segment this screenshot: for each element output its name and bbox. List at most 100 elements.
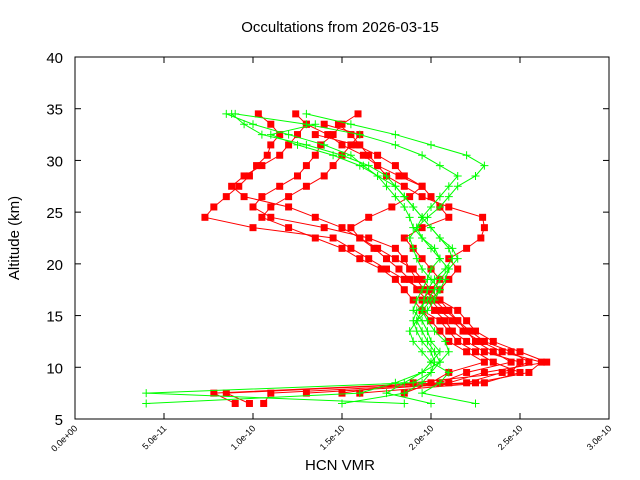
data-point [412,223,421,232]
data-point [480,348,488,356]
data-point [245,172,253,180]
x-tick-label: 1.0e-10 [229,423,258,452]
data-point [276,131,284,139]
data-point [448,327,456,335]
data-point [311,131,319,139]
data-point [448,254,457,263]
data-point [427,368,435,377]
y-tick-label: 25 [46,205,63,222]
data-point [444,368,453,377]
data-point [444,192,453,201]
data-point [311,234,319,242]
data-point [354,110,362,118]
data-point [359,151,367,159]
data-point [453,182,462,191]
data-point [142,389,151,398]
data-point [430,327,439,336]
data-point [347,224,355,232]
data-point [445,327,453,335]
plot-border [74,56,610,420]
data-point [480,358,488,366]
data-point [302,162,310,170]
data-point [406,193,414,201]
data-point [391,244,399,252]
data-point [480,161,489,170]
data-point [444,182,453,191]
data-point [391,130,400,139]
data-point [507,358,515,366]
data-point [441,317,449,325]
y-tick-label: 20 [46,257,63,274]
data-point [302,109,311,118]
data-point [329,234,337,242]
data-point [338,141,346,149]
data-point [409,337,418,346]
y-tick-label: 35 [46,102,63,119]
data-point [445,306,453,314]
data-point [276,182,284,190]
data-point [454,337,462,345]
data-point [267,203,275,211]
data-point [418,389,427,398]
data-point [463,368,471,376]
data-point [352,141,360,149]
data-point [454,306,462,314]
data-point [324,131,332,139]
plot-marks [142,109,551,408]
data-point [276,151,284,159]
data-point [294,172,301,180]
data-point [463,348,471,356]
y-tick-label: 15 [46,309,63,326]
data-point [435,192,444,201]
data-point [347,244,355,252]
data-point [395,172,403,180]
data-point [431,306,439,314]
data-point [454,265,462,273]
data-point [463,244,471,252]
data-point [391,275,399,283]
data-point [400,172,408,180]
data-point [395,265,403,273]
data-point [436,306,444,314]
data-point [400,389,409,398]
data-point [427,244,435,253]
data-point [235,182,243,190]
data-point [249,224,257,232]
data-point [374,162,382,170]
data-point [423,337,432,346]
y-tick-label: 5 [55,412,63,429]
data-point [249,120,257,129]
data-point [267,120,275,128]
data-point [338,244,346,252]
data-point [365,255,373,263]
data-point [377,265,385,273]
data-point [311,213,319,221]
data-point [365,213,373,221]
data-point [365,151,373,159]
data-point [418,151,427,160]
data-point [346,120,355,129]
data-point [355,389,364,398]
data-point [471,399,480,408]
data-point [382,389,391,398]
data-point [418,306,427,315]
data-point [400,234,408,242]
data-point [365,234,373,242]
data-point [427,140,435,149]
data-point [427,358,435,367]
data-point [423,285,432,294]
series-11 [266,120,457,408]
data-point [356,234,364,242]
data-point [249,203,257,211]
data-point [329,131,337,139]
data-point [391,140,400,149]
data-point [260,399,268,407]
series-1 [222,110,551,407]
data-point [257,130,266,139]
data-point [400,286,408,294]
data-point [507,368,515,376]
data-point [320,140,329,149]
data-point [436,327,444,335]
data-point [463,337,471,345]
data-point [210,389,218,397]
